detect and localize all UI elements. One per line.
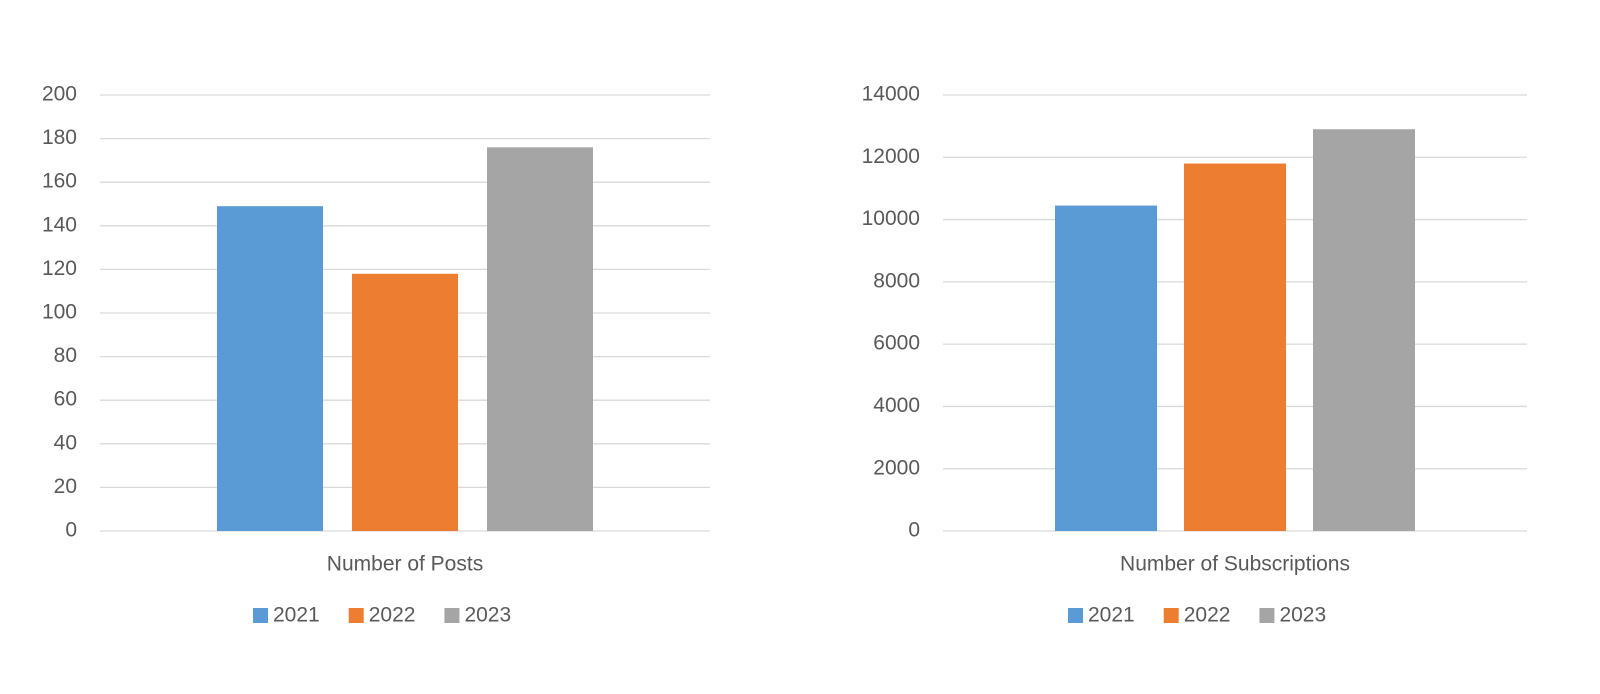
y-tick-label: 40 <box>54 431 77 454</box>
legend-label: 2022 <box>1184 604 1231 627</box>
y-tick-label: 0 <box>908 519 920 542</box>
legend-swatch <box>444 608 460 623</box>
legend-swatch <box>348 608 364 623</box>
bar <box>487 147 593 531</box>
legend-swatch <box>253 608 268 623</box>
y-tick-label: 140 <box>42 213 77 236</box>
y-tick-label: 60 <box>54 388 77 411</box>
legend-label: 2022 <box>369 604 416 627</box>
y-tick-label: 10000 <box>862 207 920 230</box>
y-tick-label: 0 <box>65 519 77 542</box>
bar <box>1055 205 1157 532</box>
bar <box>217 206 323 531</box>
y-tick-label: 20 <box>54 475 77 498</box>
x-tick-label: Number of Posts <box>327 553 483 576</box>
y-tick-label: 12000 <box>862 145 920 168</box>
legend-label: 2021 <box>273 604 320 627</box>
legend-label: 2023 <box>1279 604 1326 627</box>
bar <box>1313 129 1415 531</box>
bar <box>1184 163 1286 531</box>
y-tick-label: 4000 <box>873 394 920 417</box>
legend-label: 2021 <box>1088 604 1135 627</box>
legend-label: 2023 <box>464 604 511 627</box>
legend-swatch <box>1259 608 1275 623</box>
y-tick-label: 200 <box>42 83 77 106</box>
legend-swatch <box>1068 608 1083 623</box>
legend-swatch <box>1163 608 1179 623</box>
y-tick-label: 6000 <box>873 332 920 355</box>
bar <box>352 273 458 531</box>
y-tick-label: 14000 <box>862 83 920 106</box>
y-tick-label: 120 <box>42 257 77 280</box>
y-tick-label: 100 <box>42 301 77 324</box>
y-tick-label: 80 <box>54 344 77 367</box>
x-tick-label: Number of Subscriptions <box>1120 553 1350 576</box>
y-tick-label: 160 <box>42 170 77 193</box>
y-tick-label: 8000 <box>873 269 920 292</box>
y-tick-label: 2000 <box>873 456 920 479</box>
y-tick-label: 180 <box>42 126 77 149</box>
